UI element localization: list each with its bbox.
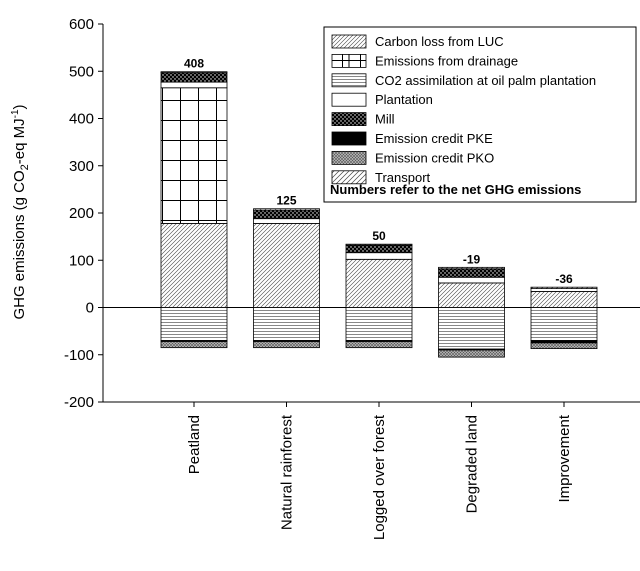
net-value-label: -19 — [463, 252, 481, 266]
bar-segment — [530, 286, 598, 289]
bar-segment — [530, 291, 598, 308]
bar-segment — [530, 342, 598, 350]
y-tick-label: 500 — [69, 63, 94, 80]
legend-swatch — [331, 34, 367, 49]
bar-segment — [438, 276, 505, 284]
legend-label: Carbon loss from LUC — [375, 34, 504, 49]
legend-swatch — [331, 150, 367, 165]
bar-segment — [253, 209, 320, 220]
bar-segment — [438, 307, 505, 350]
bar-segment — [253, 307, 320, 341]
bar-segment — [345, 258, 413, 308]
net-value-label: 408 — [184, 57, 204, 71]
x-tick-label: Improvement — [556, 414, 573, 502]
net-value-label: 50 — [372, 229, 386, 243]
bar-segment — [345, 252, 413, 260]
bar-segment — [253, 208, 320, 211]
legend-label: Plantation — [375, 92, 433, 107]
bar-segment — [253, 222, 320, 308]
bar-segment — [253, 218, 320, 224]
bar-segment — [160, 307, 228, 341]
legend-note: Numbers refer to the net GHG emissions — [330, 182, 581, 197]
net-value-label: 125 — [276, 194, 296, 208]
bar-segment — [160, 72, 228, 83]
y-tick-label: 300 — [69, 158, 94, 175]
legend-label: Mill — [375, 112, 395, 127]
bar-segment — [345, 307, 413, 341]
legend-label: Emission credit PKO — [375, 150, 494, 165]
legend-label: Transport — [375, 170, 431, 185]
y-tick-label: 0 — [86, 300, 94, 317]
legend-label: Emission credit PKE — [375, 131, 493, 146]
bar-segment — [160, 87, 228, 224]
bar-segment — [345, 243, 413, 246]
x-axis: Peatland Natural rainforest Logged over fo… — [186, 402, 573, 540]
net-value-label: -36 — [555, 272, 573, 286]
legend-label: Emissions from drainage — [375, 53, 518, 68]
bar-segment — [438, 266, 505, 270]
x-tick-label: Natural rainforest — [279, 414, 296, 530]
legend-swatch — [331, 131, 367, 146]
bar-segment — [160, 71, 228, 74]
legend: Carbon loss from LUC Emissions from drain… — [323, 26, 637, 203]
x-tick-label: Logged over forest — [371, 414, 388, 540]
bar-segment — [438, 282, 505, 308]
net-labels: 408 125 50 -19 -36 — [184, 57, 573, 286]
bar-segment — [345, 244, 413, 254]
bar-segment — [253, 341, 320, 349]
legend-label: CO2 assimilation at oil palm plantation — [375, 73, 596, 88]
bar-segment — [160, 341, 228, 349]
legend-swatch — [331, 170, 367, 185]
bar-segment — [438, 268, 505, 278]
y-tick-label: 400 — [69, 111, 94, 128]
bar-segment — [438, 349, 505, 358]
legend-box — [323, 26, 637, 203]
y-tick-label: 100 — [69, 252, 94, 269]
y-axis-title: GHG emissions (g CO2-eq MJ-1) — [10, 104, 31, 319]
bar-segment — [160, 222, 228, 308]
legend-swatch — [331, 92, 367, 107]
bar-segment — [530, 307, 598, 341]
bar-segment — [160, 81, 228, 89]
x-tick-label: Degraded land — [464, 415, 481, 513]
y-tick-label: 600 — [69, 16, 94, 33]
y-tick-label: -200 — [64, 394, 94, 411]
bar-segment — [345, 341, 413, 349]
x-tick-label: Peatland — [186, 415, 203, 474]
y-tick-label: -100 — [64, 347, 94, 364]
y-axis: 600 500 400 300 200 100 0 -100 -200 — [64, 16, 103, 411]
legend-swatch — [331, 112, 367, 126]
y-tick-label: 200 — [69, 205, 94, 222]
legend-swatch — [331, 73, 367, 88]
bar-segment — [530, 288, 598, 292]
bars — [160, 71, 598, 358]
